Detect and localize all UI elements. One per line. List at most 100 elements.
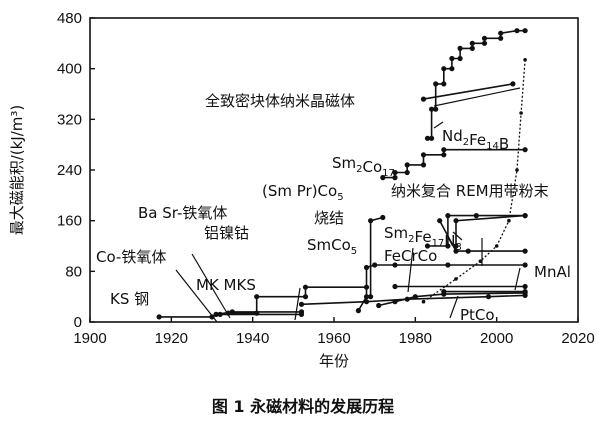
annotation-label: MK MKS — [196, 276, 256, 294]
series-point — [522, 289, 528, 295]
axes: 1900 1920 1940 1960 1980 2000 2020 0 80 160 240 320… — [8, 10, 595, 370]
series-point — [445, 262, 451, 268]
x-tick-label: 1980 — [399, 330, 432, 347]
annotation-label: Nd2Fe14B — [442, 127, 509, 153]
series-point — [424, 243, 431, 249]
series-point — [213, 311, 219, 317]
x-tick-label: 1920 — [155, 330, 188, 347]
annotation-label: Sm2Co17 — [332, 154, 395, 179]
annotation-label: Ba Sr-铁氧体 — [138, 204, 227, 222]
series-line-3 — [228, 286, 367, 314]
series-line-10 — [423, 83, 514, 100]
series-point — [368, 218, 374, 224]
series-point — [441, 152, 447, 158]
series-point — [424, 135, 431, 141]
annotation-label: 纳米复合 REM用带粉末 — [391, 182, 549, 200]
series-point — [298, 301, 305, 307]
series-point — [507, 218, 511, 223]
series-point — [420, 96, 427, 102]
annotation-label: 烧结 — [314, 209, 344, 227]
series-point — [437, 218, 443, 224]
series-point — [498, 30, 504, 36]
series-point — [392, 299, 398, 305]
annotation-label: PtCo — [460, 306, 495, 324]
x-tick-label: 1940 — [236, 330, 269, 347]
series-point — [441, 147, 447, 153]
series-point — [433, 81, 439, 87]
annotation-label: 全致密块体纳米晶磁体 — [205, 92, 355, 110]
series-point — [453, 248, 459, 254]
x-axis-label: 年份 — [319, 352, 349, 370]
series-point — [302, 294, 309, 300]
series-point — [494, 244, 499, 248]
series-point — [445, 213, 451, 219]
series-point — [254, 310, 260, 316]
series-point — [522, 262, 528, 268]
annotation-leader — [449, 295, 459, 319]
series-point — [523, 58, 527, 62]
x-tick-label: 2000 — [480, 330, 513, 347]
annotation-leader — [433, 87, 521, 107]
annotation-leader — [433, 121, 444, 129]
series-point — [298, 309, 305, 315]
series-point — [498, 35, 504, 41]
series-point — [485, 294, 492, 300]
annotation-label: FeCrCo — [384, 247, 437, 265]
y-tick-label: 0 — [74, 314, 82, 331]
series-point — [429, 106, 435, 112]
series-point — [363, 294, 370, 300]
series-line-6 — [369, 216, 384, 297]
annotation-leader — [514, 267, 521, 291]
plot-area — [156, 28, 528, 320]
series-point — [380, 214, 386, 221]
annotation-leader — [452, 231, 463, 241]
series-point — [522, 283, 528, 290]
series-point — [454, 277, 458, 281]
y-tick-label: 480 — [57, 10, 82, 27]
series-point — [522, 213, 528, 219]
series-point — [254, 294, 260, 300]
series-point — [421, 299, 426, 304]
series-point — [412, 294, 418, 300]
annotation-label: SmCo5 — [307, 236, 357, 257]
annotation-label: MnAl — [534, 263, 571, 281]
series-point — [457, 45, 463, 52]
series-point — [355, 308, 361, 314]
series-point — [449, 55, 455, 62]
series-point — [510, 81, 516, 87]
y-tick-label: 240 — [57, 162, 82, 179]
series-point — [453, 218, 459, 224]
x-tick-label: 2020 — [561, 330, 594, 347]
x-tick-label: 1900 — [73, 330, 106, 347]
series-point — [420, 152, 427, 158]
series-point — [453, 243, 459, 249]
series-point — [372, 262, 378, 268]
annotation-leader — [294, 287, 301, 321]
series-point — [514, 28, 520, 34]
series-point — [522, 28, 528, 34]
figure-caption: 图 1 永磁材料的发展历程 — [211, 397, 395, 416]
series-point — [441, 289, 447, 295]
y-tick-label: 80 — [65, 263, 82, 280]
series-point — [478, 259, 483, 264]
annotation-label: (Sm Pr)Co5 — [262, 182, 344, 203]
annotation-leader — [191, 253, 231, 319]
series-point — [522, 147, 528, 153]
series-point — [449, 66, 455, 72]
y-tick-label: 160 — [57, 213, 82, 230]
series-line-12 — [438, 220, 526, 252]
series-point — [457, 55, 463, 62]
series-point — [441, 66, 447, 72]
series-point — [481, 40, 488, 46]
series-line-13 — [455, 214, 526, 246]
series-point — [302, 284, 309, 290]
series-point — [392, 262, 398, 268]
series-point — [380, 175, 386, 181]
series-point — [156, 314, 162, 320]
series-point — [469, 45, 475, 52]
series-point — [420, 162, 427, 168]
annotations: 全致密块体纳米晶磁体 Nd2Fe14B Sm2Co17 (Sm Pr)Co5 纳米复合 … — [96, 87, 571, 324]
series-point — [368, 294, 374, 300]
series-point — [445, 243, 451, 249]
